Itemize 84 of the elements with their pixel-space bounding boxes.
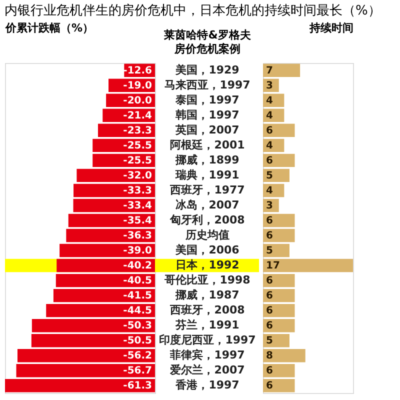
y-tick-label: 韩国，1997: [174, 108, 240, 122]
data-label: 6: [266, 125, 273, 136]
data-label: 3: [266, 80, 273, 92]
data-label: 3: [266, 200, 273, 212]
bar: [263, 349, 306, 362]
y-tick-label: 泰国，1997: [174, 93, 240, 106]
bar: [263, 214, 295, 228]
y-tick-label: 历史均值: [184, 228, 230, 242]
y-tick-label: 香港，1997: [174, 378, 240, 392]
data-label: -20.0: [123, 95, 152, 106]
bar: [263, 304, 295, 318]
data-label: -35.4: [123, 215, 152, 226]
bar: [263, 154, 295, 168]
text: 房价危机案例: [174, 42, 240, 56]
y-tick-label: 日本，1992: [176, 258, 240, 272]
data-label: 6: [266, 155, 273, 166]
y-tick-label: 阿根廷，2001: [170, 138, 245, 152]
text: 莱茵哈特&罗格夫: [164, 28, 251, 42]
bar: [263, 124, 295, 138]
y-tick-label: 英国，2007: [174, 123, 240, 136]
data-label: 6: [266, 366, 273, 377]
y-tick-label: 瑞典，1991: [174, 168, 240, 182]
data-label: 17: [266, 260, 280, 272]
y-tick-label: 西班牙，2008: [169, 304, 245, 317]
data-label: -50.3: [123, 320, 152, 332]
data-label: 4: [266, 185, 273, 196]
y-tick-label: 匈牙利，2008: [169, 213, 245, 226]
data-label: -39.0: [123, 246, 152, 257]
data-label: 6: [266, 290, 273, 302]
y-tick-label: 西班牙，1977: [169, 183, 245, 196]
y-tick-label: 印度尼西亚，1997: [159, 334, 256, 347]
y-tick-label: 哥伦比亚，1998: [164, 274, 250, 287]
data-label: 6: [266, 380, 273, 392]
y-tick-label: 挪威，1899: [174, 153, 240, 166]
data-label: 4: [266, 140, 273, 152]
data-label: -33.4: [123, 200, 152, 212]
data-label: -44.5: [123, 306, 152, 317]
data-label: -25.5: [123, 155, 152, 166]
data-label: -32.0: [123, 170, 152, 182]
data-label: 4: [266, 110, 273, 122]
data-label: 5: [266, 246, 273, 257]
data-label: -40.5: [123, 276, 152, 287]
x-axis-title: 持续时间: [308, 22, 354, 34]
bar: [263, 318, 295, 332]
y-tick-label: 马来西亚，1997: [164, 78, 250, 92]
y-tick-label: 冰岛，2007: [176, 198, 240, 212]
bar: [263, 274, 295, 288]
data-label: 4: [266, 95, 273, 106]
y-tick-label: 芬兰，1991: [174, 318, 240, 332]
data-label: -23.3: [123, 125, 152, 136]
y-tick-label: 挪威，1987: [174, 288, 240, 302]
data-label: -61.3: [123, 380, 152, 392]
y-tick-label: 菲律宾，1997: [169, 348, 245, 362]
data-label: -12.6: [123, 65, 152, 76]
bar: [263, 228, 295, 242]
bar: [263, 288, 295, 302]
data-label: 6: [266, 306, 273, 317]
x-axis-title: 价累计跌幅（%）: [4, 22, 94, 34]
data-label: 8: [266, 350, 273, 362]
data-label: 7: [266, 65, 273, 76]
data-label: -33.3: [123, 185, 152, 196]
data-label: 6: [266, 276, 273, 287]
data-label: -36.3: [123, 230, 152, 242]
data-label: 6: [266, 230, 273, 242]
data-label: -21.4: [123, 110, 152, 122]
data-label: -25.5: [123, 140, 152, 152]
data-label: -40.2: [123, 260, 152, 272]
data-label: -19.0: [123, 80, 152, 92]
bar: [263, 379, 295, 392]
data-label: 5: [266, 336, 273, 347]
text: 内银行业危机伴生的房价危机中，日本危机的持续时间最长（%）: [4, 2, 381, 18]
bar: [263, 364, 295, 378]
data-label: 5: [266, 170, 273, 182]
data-label: -50.5: [123, 336, 152, 347]
data-label: 6: [266, 320, 273, 332]
data-label: -41.5: [123, 290, 152, 302]
y-tick-label: 美国，2006: [174, 244, 240, 257]
data-label: 6: [266, 215, 273, 226]
y-tick-label: 美国，1929: [174, 63, 240, 76]
data-label: -56.7: [123, 366, 152, 377]
bar: [263, 64, 300, 77]
bar: [263, 258, 353, 272]
data-label: -56.2: [123, 350, 152, 362]
y-tick-label: 爱尔兰，2007: [169, 364, 245, 377]
